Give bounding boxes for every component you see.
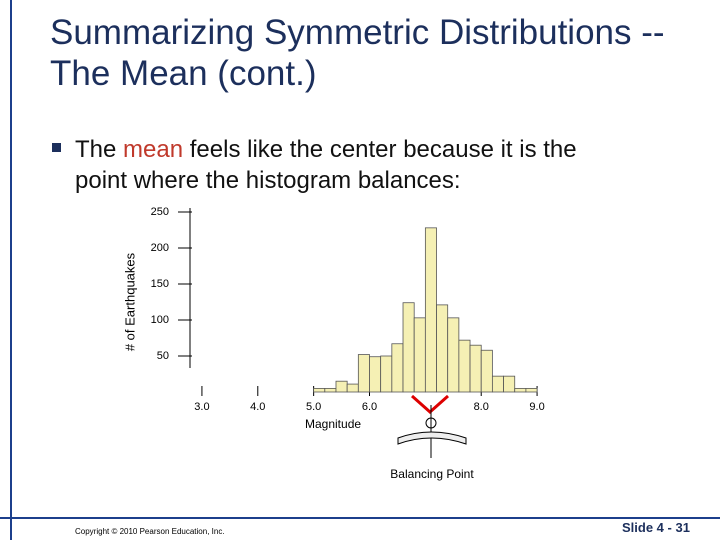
- bar: [369, 356, 382, 393]
- bar: [436, 304, 449, 393]
- x-tick-label: 3.0: [194, 401, 209, 413]
- x-tick-label: 9.0: [529, 401, 544, 413]
- bar: [503, 375, 516, 393]
- bar: [402, 302, 415, 393]
- annotation: Balancing Point: [390, 467, 474, 481]
- bar: [469, 344, 482, 393]
- bar: [391, 343, 404, 393]
- bullet-text: The: [75, 136, 124, 163]
- x-tick-label: 5.0: [306, 401, 321, 413]
- bar: [525, 387, 538, 393]
- bullet: The mean feels like the center because i…: [75, 134, 577, 196]
- y-tick-label: 250: [151, 206, 169, 218]
- title-line: The Mean (cont.): [50, 54, 317, 93]
- bar: [335, 380, 348, 393]
- x-axis-label: Magnitude: [305, 417, 361, 431]
- bar: [346, 383, 359, 393]
- bar: [514, 387, 527, 393]
- x-tick-label: 8.0: [474, 401, 489, 413]
- bullet-text: point where the histogram balances:: [75, 167, 461, 194]
- bar: [480, 349, 493, 393]
- y-tick-label: 200: [151, 242, 169, 254]
- copyright: Copyright © 2010 Pearson Education, Inc.: [75, 527, 225, 536]
- bar: [324, 387, 337, 393]
- bar: [458, 339, 471, 393]
- title-line: Summarizing Symmetric Distributions --: [50, 13, 665, 52]
- bar: [447, 317, 460, 393]
- x-tick-label: 4.0: [250, 401, 265, 413]
- y-tick-label: 100: [151, 314, 169, 326]
- y-tick-label: 50: [157, 350, 169, 362]
- highlight: mean: [123, 136, 184, 163]
- bar: [491, 375, 504, 393]
- bullet-marker: [52, 143, 61, 152]
- bar: [357, 354, 370, 393]
- bullet-text: feels like the center because it is the: [183, 136, 577, 163]
- bar: [380, 355, 393, 393]
- y-axis-label: # of Earthquakes: [122, 252, 137, 351]
- bar: [313, 387, 326, 393]
- bar: [413, 317, 426, 393]
- slide-number: Slide 4 - 31: [622, 520, 690, 535]
- y-tick-label: 150: [151, 278, 169, 290]
- x-tick-label: 6.0: [362, 401, 377, 413]
- bar: [424, 227, 437, 393]
- balance-icon: [397, 394, 467, 458]
- title: Summarizing Symmetric Distributions -- T…: [50, 12, 665, 94]
